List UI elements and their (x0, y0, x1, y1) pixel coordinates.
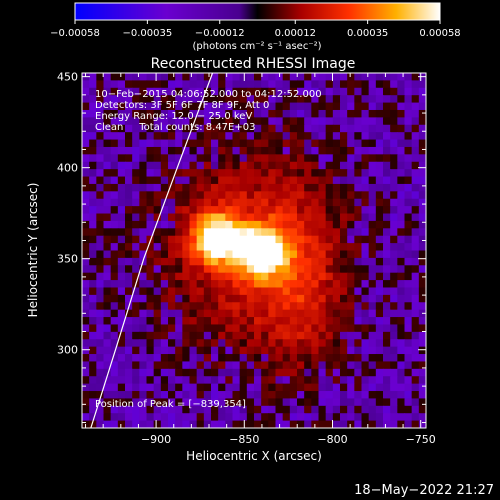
colorbar-tick-label: 0.00058 (419, 28, 460, 39)
x-tick-label: −900 (141, 433, 171, 446)
annotation-line-energy: Energy Range: 12.0 − 25.0 keV (95, 111, 252, 122)
x-axis-label: Heliocentric X (arcsec) (186, 449, 322, 463)
annotation-line-clean: Clean Total counts: 8.47E+03 (95, 122, 255, 133)
colorbar-tick-label: 0.00035 (347, 28, 388, 39)
x-tick-label: −800 (317, 433, 347, 446)
axis-ticks: −900 −850 −800 −750 300 350 400 450 (57, 71, 436, 446)
colorbar (74, 2, 441, 21)
annotation-line-time: 10−Feb−2015 04:06:52.000 to 04:12:52.000 (95, 89, 322, 100)
footer-timestamp: 18−May−2022 21:27 (354, 483, 494, 498)
solar-limb-curve (90, 73, 214, 428)
peak-position-label: Position of Peak = [−839,354] (95, 399, 246, 410)
y-tick-label: 300 (57, 344, 78, 357)
x-tick-label: −850 (229, 433, 259, 446)
colorbar-ticks: −0.00058 −0.00035 −0.00012 0.00012 0.00035 0.… (50, 20, 461, 39)
colorbar-tick-label: 0.00012 (275, 28, 316, 39)
colorbar-tick-label: −0.00035 (123, 28, 173, 39)
y-tick-label: 450 (57, 71, 78, 84)
annotation-line-detectors: Detectors: 3F 5F 6F 7F 8F 9F, Att 0 (95, 100, 269, 111)
colorbar-units-label: (photons cm⁻² s⁻¹ asec⁻²) (192, 41, 321, 52)
x-tick-label: −750 (406, 433, 436, 446)
chart-title: Reconstructed RHESSI Image (151, 56, 356, 72)
y-axis-label: Heliocentric Y (arcsec) (26, 183, 40, 318)
y-tick-label: 400 (57, 162, 78, 175)
colorbar-tick-label: −0.00012 (195, 28, 245, 39)
plot-frame (81, 72, 427, 429)
heatmap-image (82, 73, 426, 428)
annotation-block: 10−Feb−2015 04:06:52.000 to 04:12:52.000… (95, 89, 322, 133)
y-tick-label: 350 (57, 253, 78, 266)
colorbar-tick-label: −0.00058 (50, 28, 100, 39)
